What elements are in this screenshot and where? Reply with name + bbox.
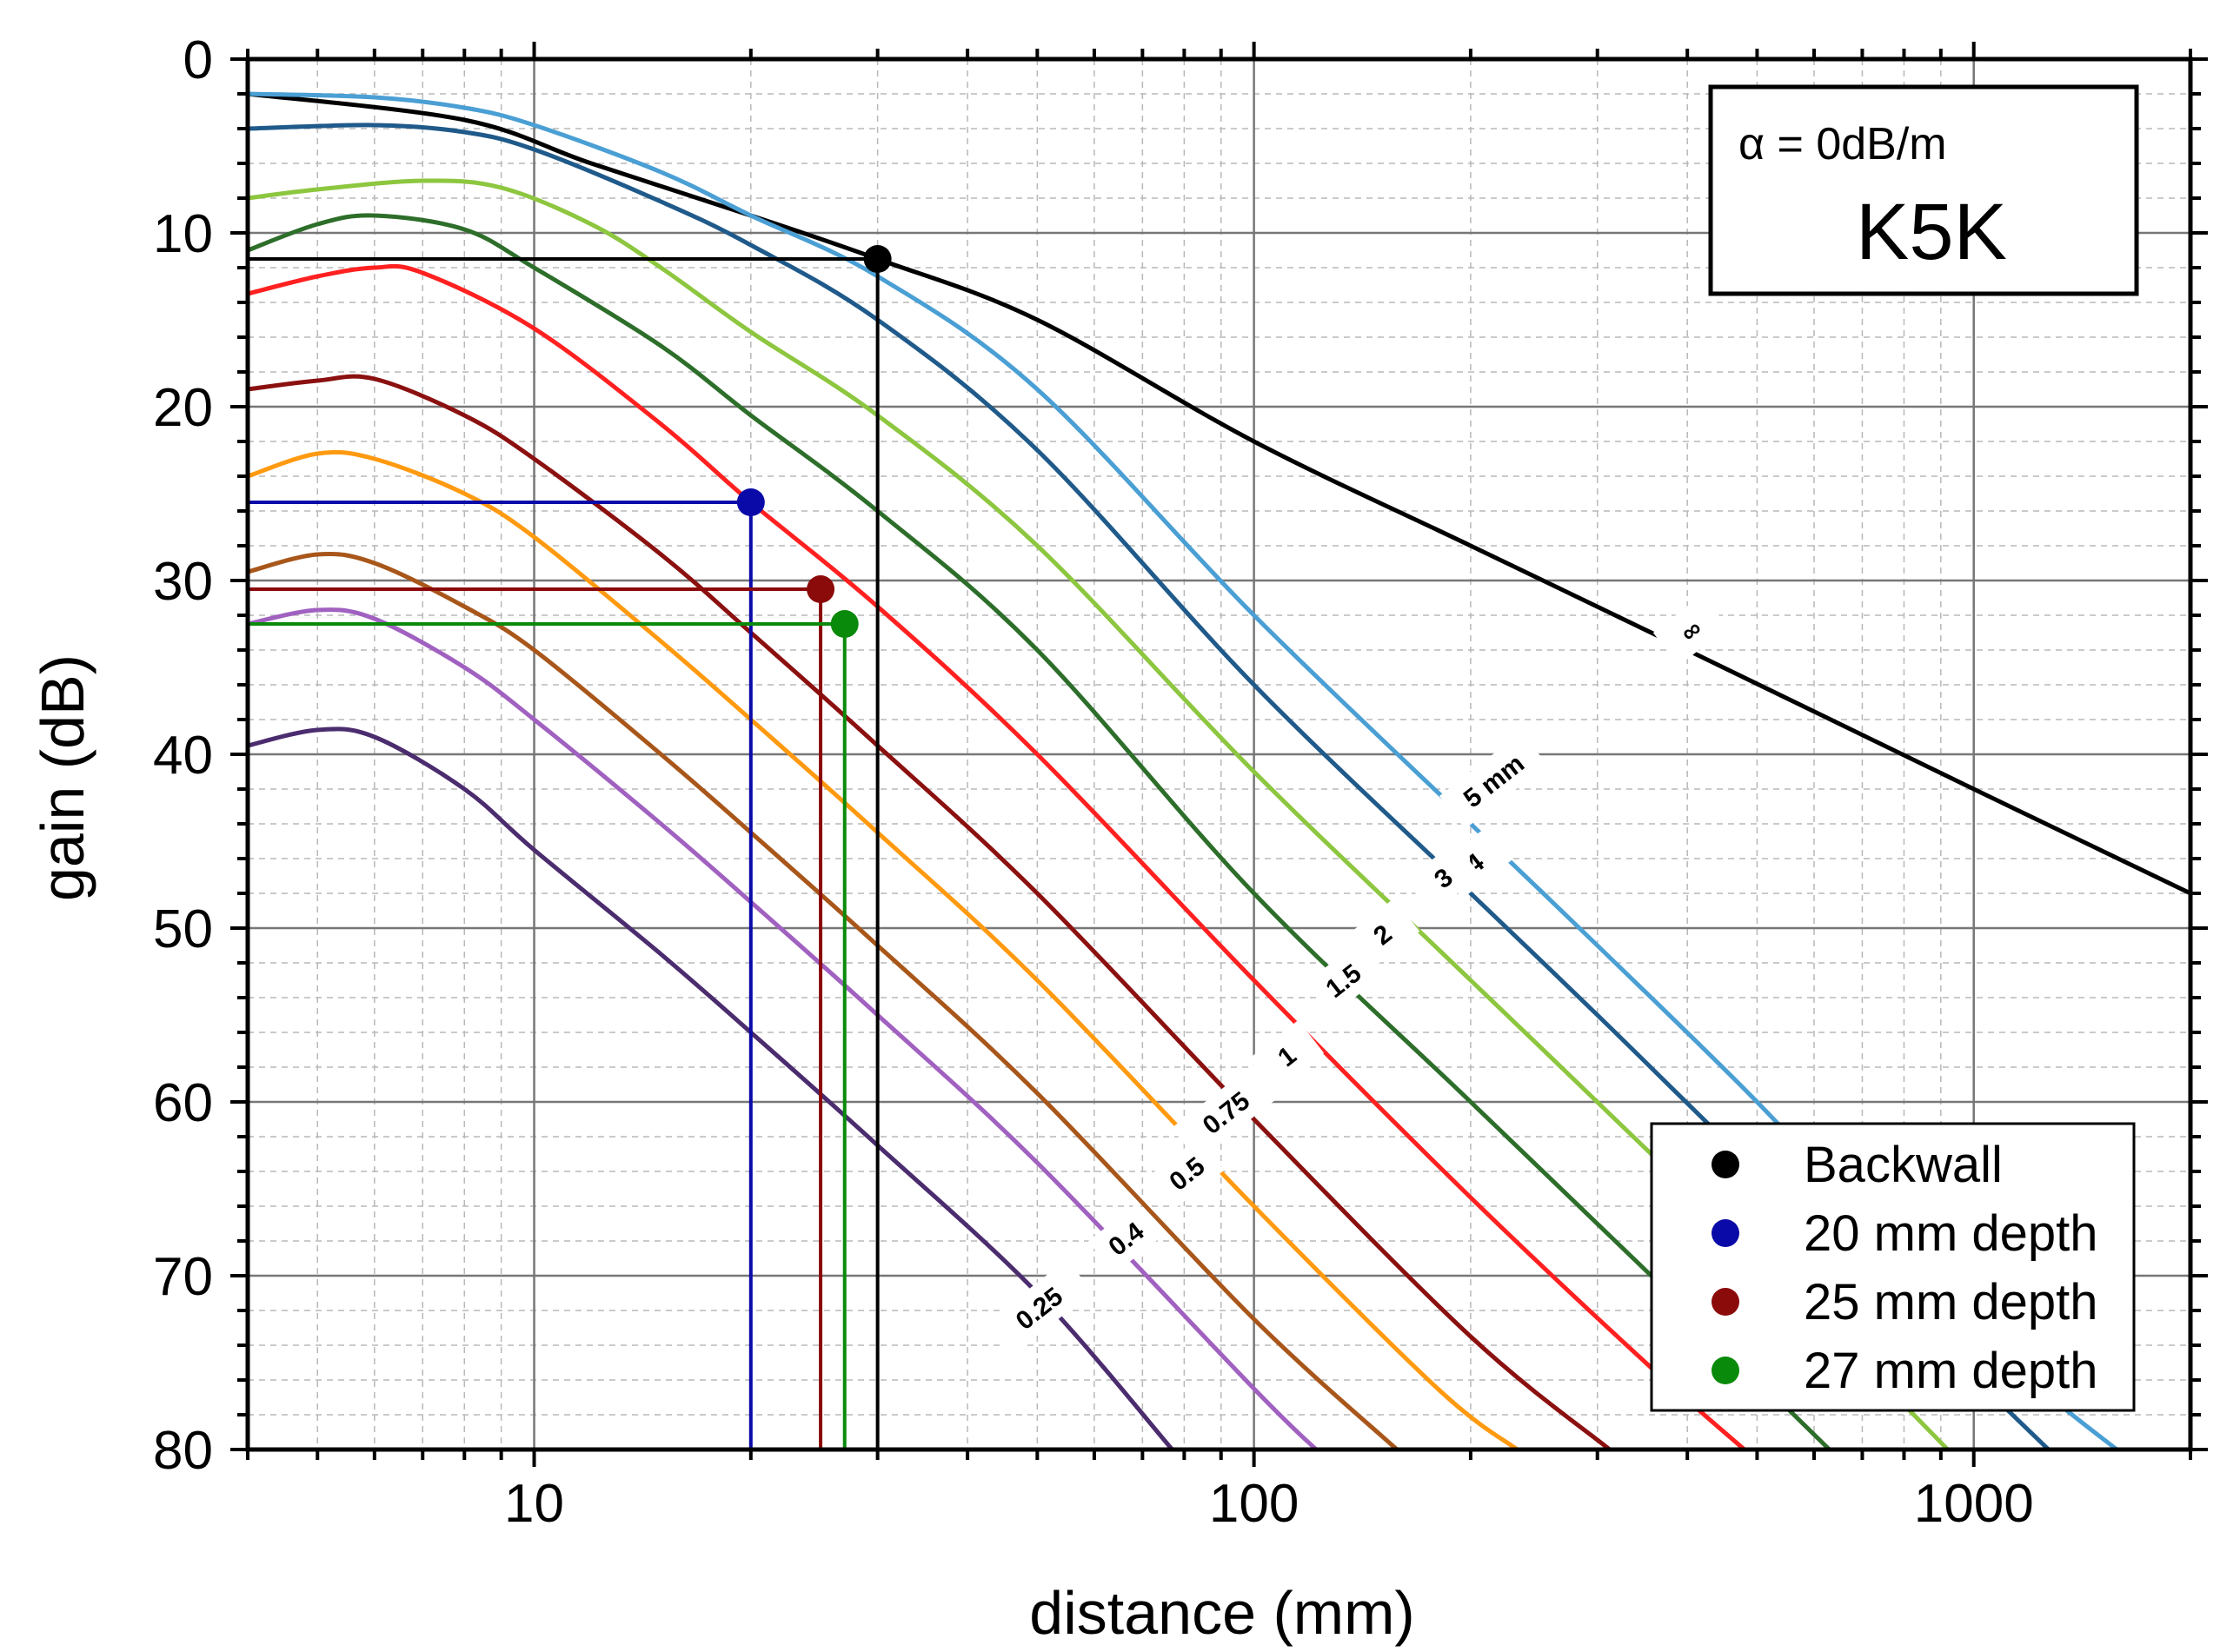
curve-label-bg-1-mm: [1248, 1019, 1325, 1092]
info-box: α = 0dB/m K5K: [1708, 84, 2139, 296]
y-axis-title: gain (dB): [29, 654, 96, 901]
curve-label-3-mm: 3: [1405, 841, 1481, 914]
curve-0-25-mm: [245, 726, 1175, 1452]
curve-0-4-mm: [245, 607, 1319, 1452]
info-box-frame: [1708, 84, 2139, 296]
markers: [736, 245, 892, 638]
y-tick-label-10: 10: [153, 204, 213, 264]
y-tick-label-80: 80: [153, 1421, 213, 1481]
curve-0-75-mm: [245, 449, 1519, 1452]
marker-25-mm-depth: [807, 575, 835, 603]
minor-grid: [247, 59, 2191, 1450]
curve-label-bg-5-mm: [1439, 732, 1548, 829]
y-tick-label-40: 40: [153, 726, 213, 786]
curve-0-5-mm: [245, 551, 1399, 1452]
x-tick-label-100: 100: [1209, 1474, 1299, 1534]
y-tick-label-0: 0: [183, 30, 213, 90]
legend-marker-backwall: [1712, 1151, 1739, 1178]
curve-label-bg-infinity: [1652, 594, 1729, 667]
curve-label-infinity: ∞: [1652, 594, 1729, 667]
y-tick-label-20: 20: [153, 378, 213, 438]
curve-2-mm: [245, 213, 1832, 1452]
legend-marker-25-mm-depth: [1712, 1288, 1739, 1316]
legend-label-backwall: Backwall: [1804, 1137, 2003, 1193]
legend: Backwall 20 mm depth 25 mm depth 27 mm dept…: [1650, 1122, 2136, 1412]
marker-20-mm-depth: [736, 488, 765, 516]
tick-labels: 10 100 1000 0 10 20 30 40 50 60 70 80: [153, 30, 2034, 1534]
y-tick-label-70: 70: [153, 1247, 213, 1307]
curve-label-bg-0-25-mm: [984, 1259, 1093, 1357]
curve-label-1-mm: 1: [1248, 1019, 1325, 1092]
marker-backwall: [863, 245, 892, 273]
marker-guides: [248, 257, 880, 1450]
y-tick-label-50: 50: [153, 899, 213, 959]
legend-marker-20-mm-depth: [1712, 1219, 1739, 1247]
curve-label-2-mm: 2: [1344, 898, 1420, 971]
attenuation-text: α = 0dB/m: [1738, 119, 1947, 169]
y-tick-label-60: 60: [153, 1073, 213, 1133]
x-tick-label-1000: 1000: [1914, 1474, 2034, 1534]
y-tick-label-30: 30: [153, 552, 213, 612]
ticks: [230, 42, 2208, 1467]
curve-label-bg-0-4-mm: [1087, 1202, 1164, 1275]
curve-label-0-4-mm: 0.4: [1087, 1202, 1164, 1275]
curve-1-mm: [245, 374, 1612, 1452]
legend-label-25-mm-depth: 25 mm depth: [1804, 1274, 2098, 1330]
x-axis-title: distance (mm): [1029, 1579, 1414, 1647]
x-tick-label-10: 10: [504, 1474, 564, 1534]
marker-27-mm-depth: [830, 610, 859, 638]
legend-marker-27-mm-depth: [1712, 1357, 1739, 1384]
curve-label-bg-0-75-mm: [1171, 1064, 1280, 1161]
curve-label-bg-3-mm: [1405, 841, 1481, 914]
legend-label-27-mm-depth: 27 mm depth: [1804, 1343, 2098, 1399]
legend-label-20-mm-depth: 20 mm depth: [1804, 1205, 2098, 1262]
curve-label-bg-1-5-mm: [1305, 944, 1381, 1017]
curve-infinity: [245, 91, 2193, 896]
probe-name: K5K: [1856, 188, 2007, 276]
curve-label-bg-0-5-mm: [1148, 1137, 1225, 1210]
curve-label-bg-2-mm: [1344, 898, 1420, 971]
